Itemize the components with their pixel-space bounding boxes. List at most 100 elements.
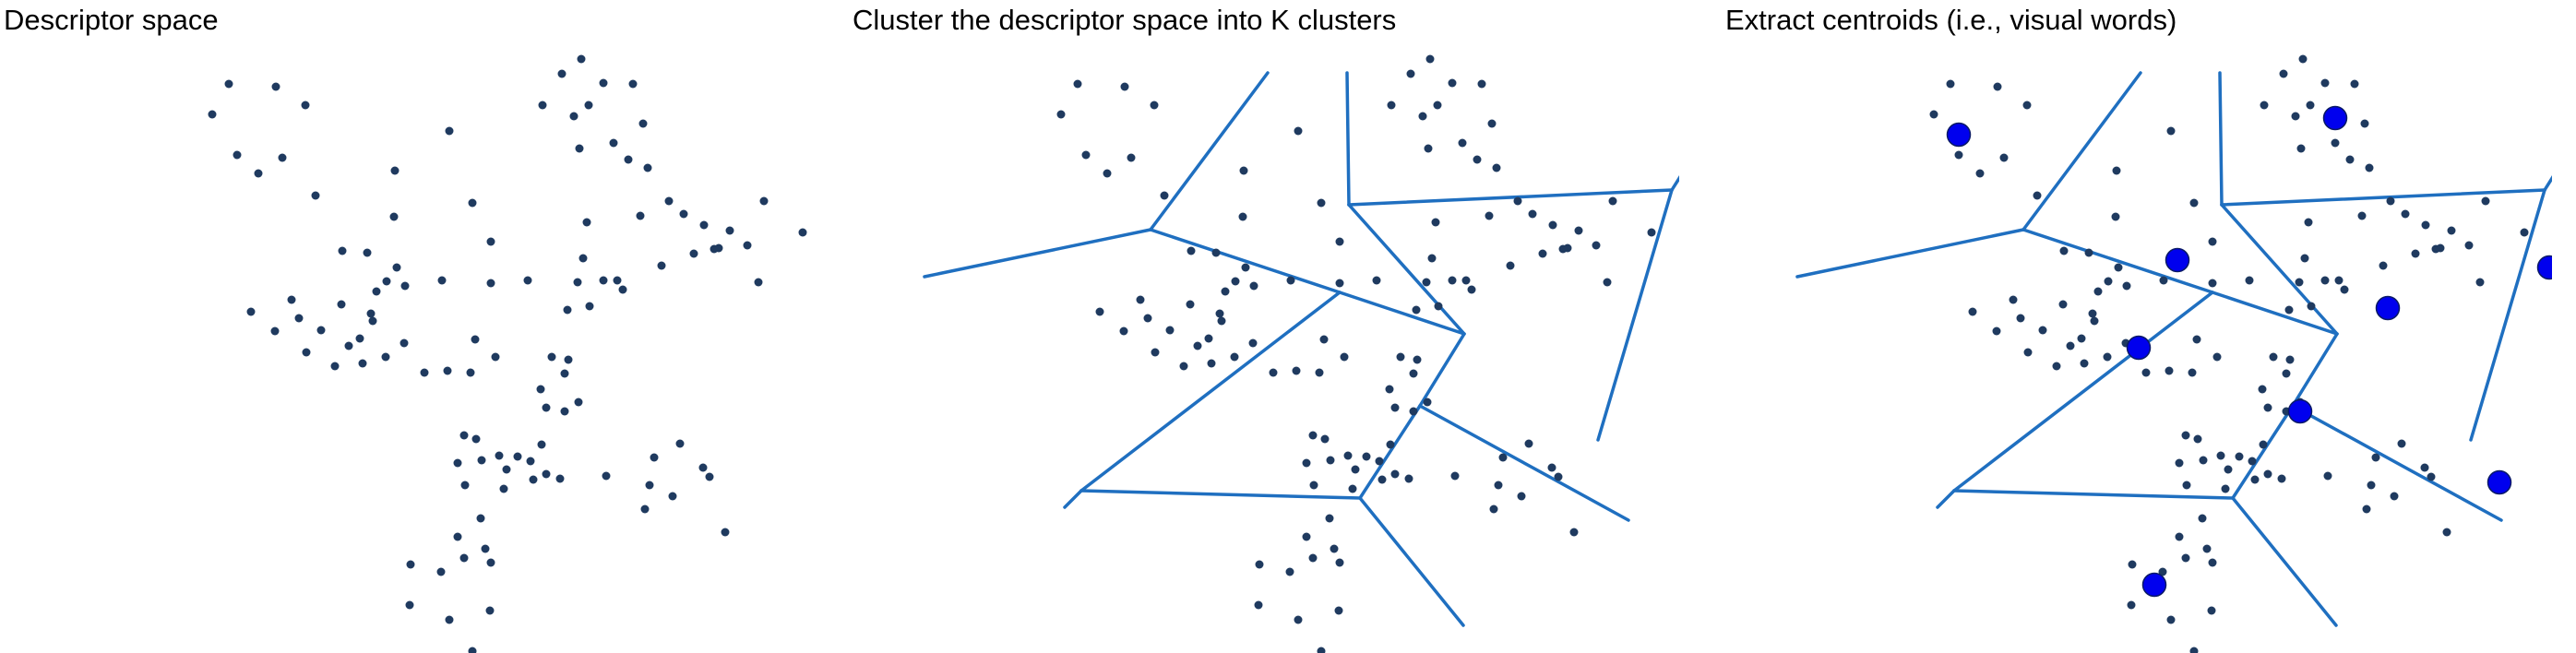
descriptor-point [208,110,217,119]
descriptor-point [569,112,578,121]
descriptor-point [2269,352,2278,362]
descriptor-point [1517,492,1526,501]
descriptor-point [2379,261,2388,270]
cluster-boundary [1358,404,1422,500]
descriptor-point [1390,469,1400,479]
descriptor-point [1056,110,1066,119]
descriptor-point [1221,287,1230,296]
descriptor-point [542,469,551,479]
descriptor-point [2291,112,2300,121]
descriptor-point [1073,79,1082,89]
descriptor-point [1325,514,1334,523]
descriptor-point [1387,101,1396,110]
panel-title: Extract centroids (i.e., visual words) [1725,4,2177,36]
descriptor-point [1334,606,1343,615]
descriptor-point [1413,355,1422,364]
cluster-boundary [1063,489,1083,509]
descriptor-point [664,196,674,206]
panel-title: Descriptor space [4,4,219,36]
descriptor-point [2298,54,2308,64]
descriptor-point [624,155,633,164]
descriptor-point [1254,600,1263,610]
descriptor-point [2475,278,2485,287]
descriptor-point [2362,505,2371,514]
descriptor-point [2052,362,2061,371]
descriptor-point [1409,407,1418,416]
descriptor-point [1412,305,1421,315]
descriptor-point [2320,78,2330,88]
descriptor-point [1315,368,1324,377]
descriptor-point [1165,326,1175,335]
descriptor-point [2307,302,2316,311]
cluster-boundary [1936,489,1956,509]
descriptor-point [2166,126,2176,136]
descriptor-point [2165,366,2174,375]
descriptor-point [1498,453,1508,462]
descriptor-point [2331,138,2340,148]
descriptor-point [2421,220,2430,230]
descriptor-point [2357,211,2367,220]
descriptor-point [301,101,310,110]
cluster-boundary [1418,404,1630,522]
descriptor-point [1485,211,1494,220]
descriptor-point [471,434,481,444]
descriptor-point [1193,341,1202,350]
descriptor-point [1524,439,1533,448]
cluster-boundary [2231,404,2295,500]
descriptor-point [1406,69,1415,78]
descriptor-point [468,198,477,208]
centroid-marker [2165,247,2190,273]
descriptor-point [2284,305,2294,315]
descriptor-point [2033,191,2042,200]
descriptor-point [2189,198,2199,208]
descriptor-point [1241,263,1250,272]
descriptor-point [2158,567,2167,576]
descriptor-point [2442,528,2451,537]
descriptor-point [2390,492,2399,501]
descriptor-point [1230,352,1239,362]
descriptor-point [798,228,807,237]
descriptor-point [2282,369,2291,378]
descriptor-point [2093,287,2103,296]
descriptor-point [2224,465,2233,474]
descriptor-point [2059,246,2069,255]
descriptor-point [271,82,280,91]
descriptor-point [1150,101,1159,110]
descriptor-point [1302,458,1311,468]
descriptor-point [1187,246,1196,255]
descriptor-point [1302,532,1311,541]
descriptor-point [725,226,734,235]
descriptor-point [1603,278,1612,287]
descriptor-point [2077,334,2086,343]
descriptor-point [1249,281,1258,291]
descriptor-point [486,279,495,288]
descriptor-point [618,285,627,294]
descriptor-point [400,338,409,348]
descriptor-point [381,352,390,362]
descriptor-point [372,287,381,296]
descriptor-point [657,261,666,270]
descriptor-point [2189,647,2199,653]
descriptor-point [1248,338,1258,348]
descriptor-point [2088,309,2097,318]
descriptor-point [1377,475,1387,484]
descriptor-point [1424,144,1433,153]
descriptor-point [491,352,500,362]
descriptor-point [602,471,611,481]
descriptor-point [2127,600,2136,610]
descriptor-point [476,514,485,523]
descriptor-point [389,212,399,221]
descriptor-point [2277,474,2286,483]
descriptor-point [436,567,446,576]
descriptor-point [1385,385,1394,394]
descriptor-point [368,316,377,326]
cluster-boundary [923,228,1152,279]
descriptor-point [1450,471,1460,481]
cluster-boundary [2021,71,2142,232]
descriptor-point [1308,431,1318,440]
descriptor-point [2334,276,2343,285]
descriptor-point [650,453,659,462]
descriptor-point [466,368,475,377]
descriptor-point [2520,228,2529,237]
descriptor-point [1608,196,1617,206]
